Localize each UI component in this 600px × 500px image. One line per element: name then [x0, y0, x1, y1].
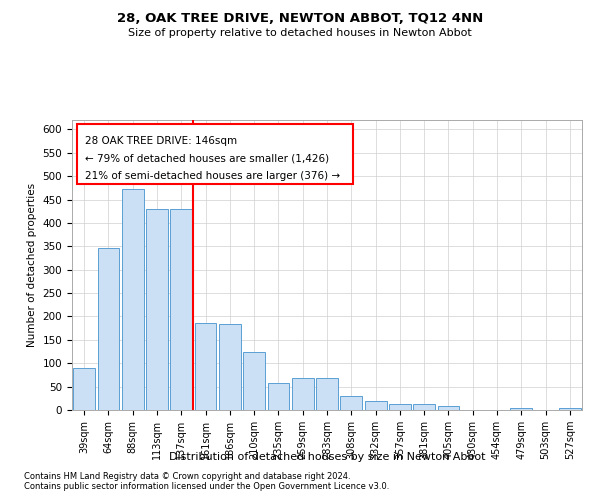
Text: 28, OAK TREE DRIVE, NEWTON ABBOT, TQ12 4NN: 28, OAK TREE DRIVE, NEWTON ABBOT, TQ12 4… — [117, 12, 483, 26]
Bar — [194, 324, 217, 410]
Bar — [437, 406, 460, 410]
Text: 21% of semi-detached houses are larger (376) →: 21% of semi-detached houses are larger (… — [85, 171, 340, 181]
Bar — [511, 408, 532, 410]
Bar — [73, 368, 95, 410]
Text: ← 79% of detached houses are smaller (1,426): ← 79% of detached houses are smaller (1,… — [85, 154, 329, 164]
Bar — [122, 189, 143, 410]
Bar — [292, 378, 314, 410]
Bar — [559, 408, 581, 410]
Text: Distribution of detached houses by size in Newton Abbot: Distribution of detached houses by size … — [169, 452, 485, 462]
Text: Contains HM Land Registry data © Crown copyright and database right 2024.: Contains HM Land Registry data © Crown c… — [24, 472, 350, 481]
Bar — [365, 400, 386, 410]
Bar — [340, 396, 362, 410]
Text: 28 OAK TREE DRIVE: 146sqm: 28 OAK TREE DRIVE: 146sqm — [85, 136, 237, 146]
Bar — [243, 352, 265, 410]
Bar — [146, 209, 168, 410]
Y-axis label: Number of detached properties: Number of detached properties — [27, 183, 37, 347]
Text: Contains public sector information licensed under the Open Government Licence v3: Contains public sector information licen… — [24, 482, 389, 491]
Bar — [389, 404, 411, 410]
Text: Size of property relative to detached houses in Newton Abbot: Size of property relative to detached ho… — [128, 28, 472, 38]
Bar — [413, 404, 435, 410]
Bar — [97, 248, 119, 410]
FancyBboxPatch shape — [77, 124, 353, 184]
Bar — [219, 324, 241, 410]
Bar — [316, 378, 338, 410]
Bar — [170, 209, 192, 410]
Bar — [268, 384, 289, 410]
